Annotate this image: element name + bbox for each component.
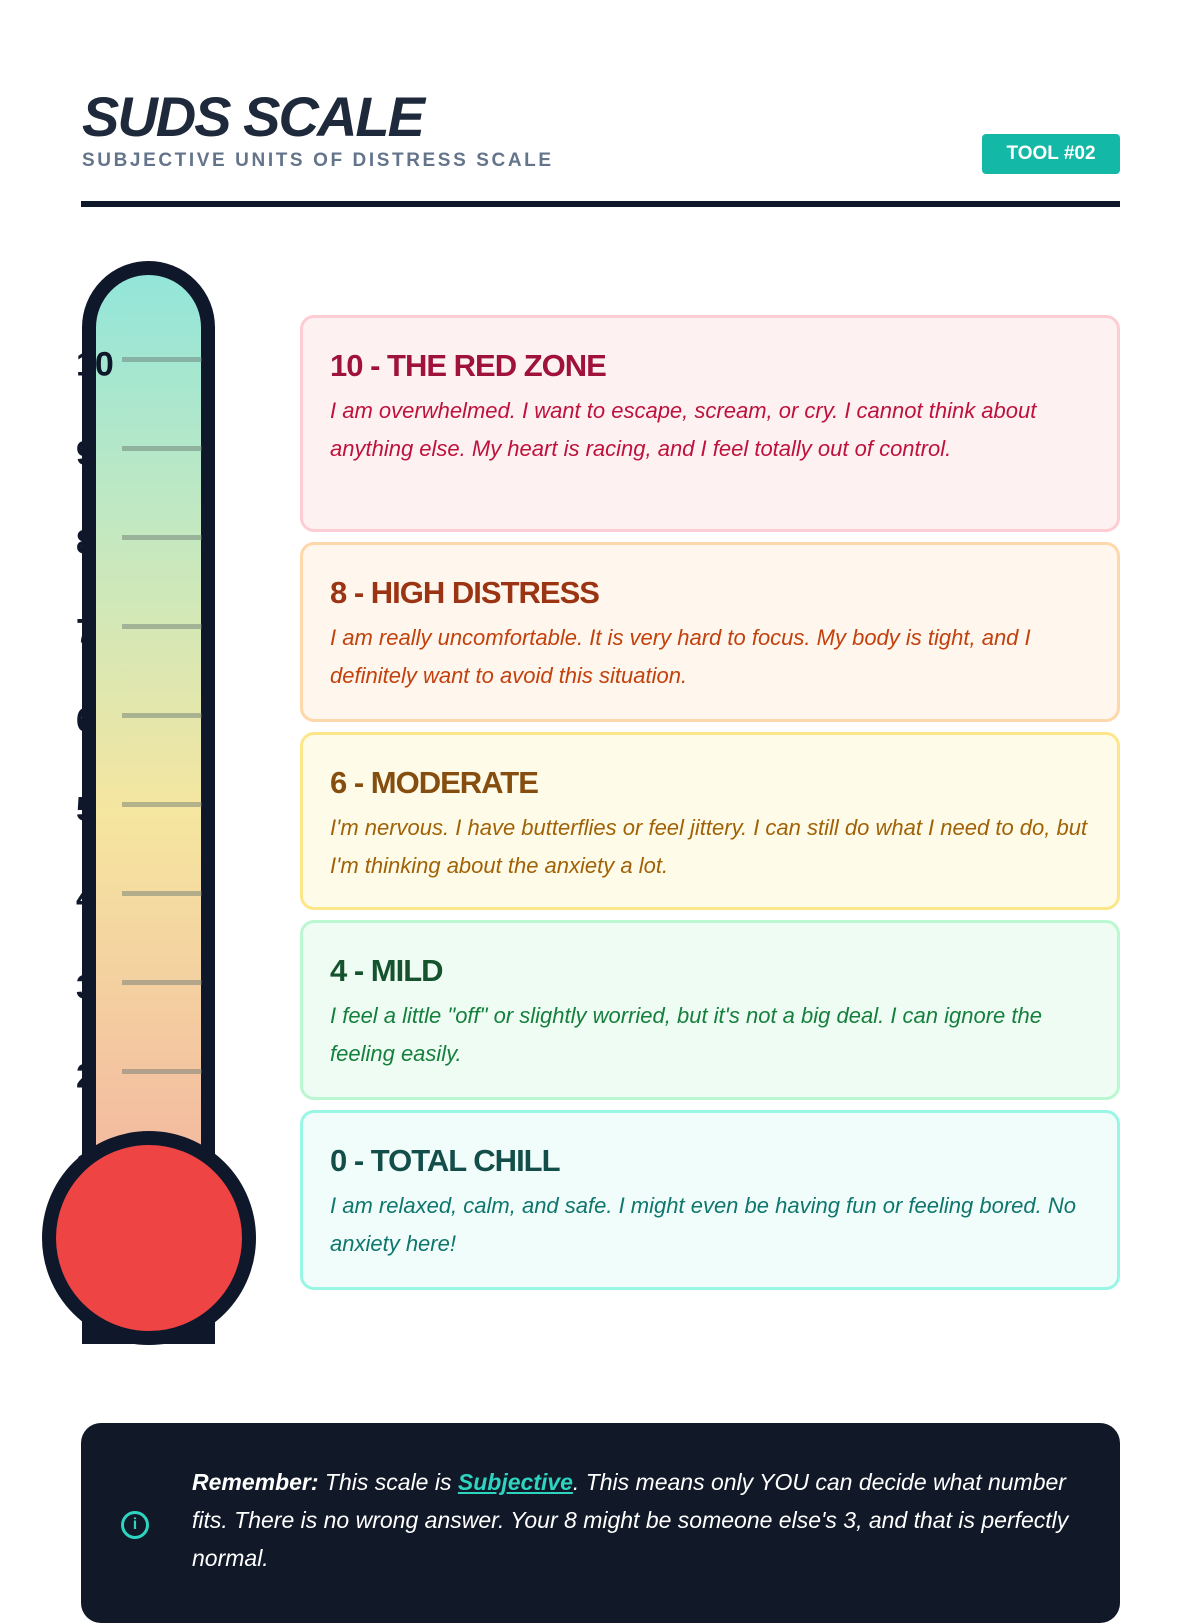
thermometer-label: 5	[76, 790, 95, 829]
reminder-text: Remember: This scale is Subjective. This…	[192, 1463, 1072, 1577]
thermometer-tick	[122, 535, 202, 540]
thermometer-tick	[122, 357, 202, 362]
level-title: 4 - MILD	[330, 953, 444, 988]
level-description: I'm nervous. I have butterflies or feel …	[330, 815, 1088, 878]
thermometer-label: 10	[76, 345, 114, 384]
thermometer-bulb	[42, 1131, 256, 1345]
thermometer-label: 9	[76, 434, 95, 473]
thermometer-tick	[122, 980, 202, 985]
header-divider	[81, 201, 1120, 207]
thermometer-tick	[122, 713, 202, 718]
reminder-box: i Remember: This scale is Subjective. Th…	[81, 1423, 1120, 1623]
reminder-pre: This scale is	[318, 1469, 458, 1495]
page-title: SUDS SCALE	[82, 85, 425, 148]
level-title: 6 - MODERATE	[330, 765, 539, 800]
level-card: 4 - MILD I feel a little "off" or slightl…	[300, 920, 1120, 1100]
thermometer-label: 7	[76, 612, 95, 651]
level-description: I feel a little "off" or slightly worrie…	[330, 1003, 1042, 1066]
thermometer-label: 4	[76, 879, 95, 918]
level-description: I am overwhelmed. I want to escape, scre…	[330, 398, 1037, 461]
thermometer-tick	[122, 624, 202, 629]
level-card: 0 - TOTAL CHILL I am relaxed, calm, and s…	[300, 1110, 1120, 1290]
thermometer-label: 2	[76, 1057, 95, 1096]
thermometer-label: 6	[76, 701, 95, 740]
thermometer-label: 8	[76, 523, 95, 562]
level-description: I am really uncomfortable. It is very ha…	[330, 625, 1031, 688]
level-title: 10 - THE RED ZONE	[330, 348, 607, 383]
level-title: 8 - HIGH DISTRESS	[330, 575, 600, 610]
level-title: 0 - TOTAL CHILL	[330, 1143, 561, 1178]
thermometer-tick	[122, 1069, 202, 1074]
info-icon: i	[121, 1511, 149, 1539]
subjective-link[interactable]: Subjective	[457, 1469, 573, 1495]
reminder-lead: Remember:	[192, 1469, 319, 1495]
thermometer-tick	[122, 446, 202, 451]
page-subtitle: SUBJECTIVE UNITS OF DISTRESS SCALE	[82, 150, 554, 171]
level-card: 8 - HIGH DISTRESS I am really uncomfortab…	[300, 542, 1120, 722]
tool-badge: TOOL #02	[982, 134, 1120, 174]
level-card: 6 - MODERATE I'm nervous. I have butterfl…	[300, 732, 1120, 910]
reminder-post: . This means only YOU can decide what nu…	[192, 1469, 1069, 1571]
level-description: I am relaxed, calm, and safe. I might ev…	[330, 1193, 1076, 1256]
thermometer-tick	[122, 802, 202, 807]
thermometer-label: 3	[76, 968, 95, 1007]
thermometer-tick	[122, 891, 202, 896]
level-card: 10 - THE RED ZONE I am overwhelmed. I wan…	[300, 315, 1120, 532]
